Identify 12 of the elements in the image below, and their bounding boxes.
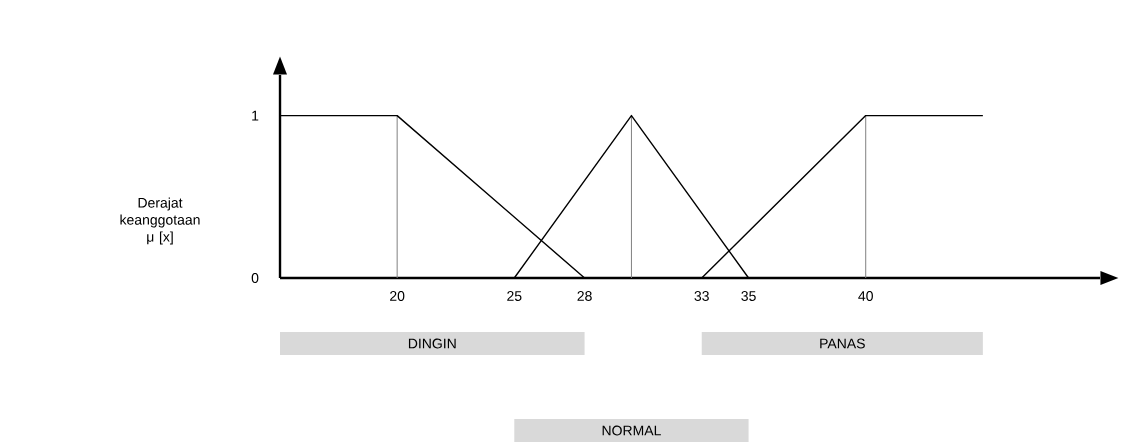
text: PANAS	[820, 338, 865, 349]
y-axis-title: Derajat keanggotaan μ [x]	[120, 197, 200, 245]
x-tick-label: 35	[741, 291, 756, 301]
x-tick-label: 28	[577, 291, 592, 301]
x-tick-label: 40	[858, 291, 873, 301]
y-tick-label: 1	[252, 110, 259, 121]
x-tick-label: 20	[390, 291, 405, 301]
y-tick-label: 0	[251, 273, 259, 283]
x-tick-label: 25	[507, 291, 522, 301]
text: NORMAL	[602, 425, 661, 436]
x-tick-label: 33	[694, 291, 709, 301]
text: DINGIN	[408, 338, 456, 349]
